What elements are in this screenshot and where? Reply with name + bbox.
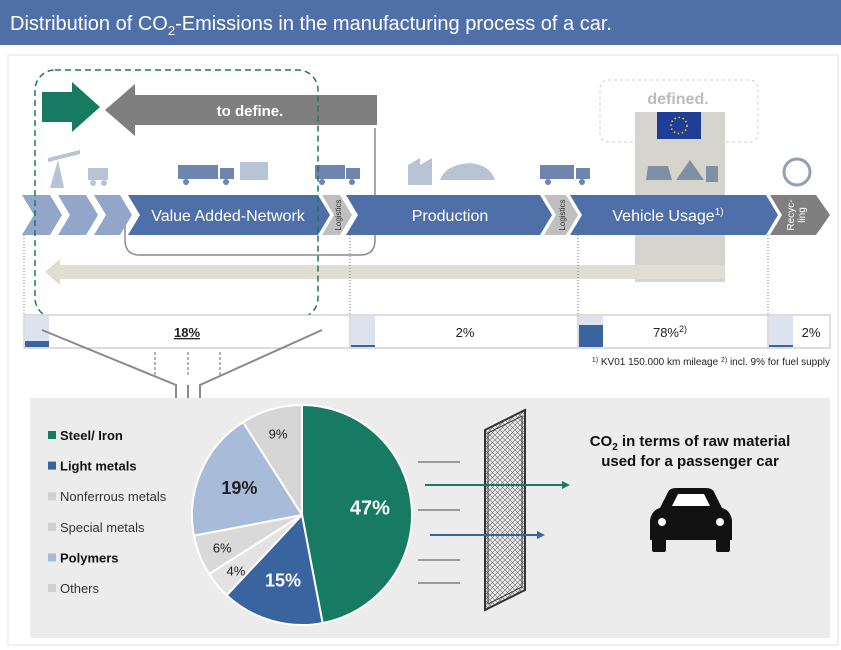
legend-label: Light metals	[60, 459, 137, 474]
filter	[485, 410, 525, 610]
stage-note: 1)	[715, 207, 724, 218]
stage-label: Production	[412, 208, 489, 225]
legend-label: Steel/ Iron	[60, 428, 123, 443]
title-part: -Emissions in the manufacturing process …	[175, 13, 612, 35]
share-value: 2%	[802, 325, 821, 340]
stage-name: Vehicle Usage	[612, 208, 714, 225]
legend-swatch	[48, 553, 56, 561]
result-line: used for a passenger car	[601, 453, 779, 470]
slice-label: 6%	[213, 541, 232, 556]
return-arrow	[45, 259, 725, 285]
legend-swatch	[48, 584, 56, 592]
stage-line: ling	[797, 207, 808, 223]
legend-label: Special metals	[60, 520, 145, 535]
title-sub: 2	[168, 23, 175, 38]
slice-label: 9%	[269, 427, 288, 442]
green-arrow	[42, 82, 100, 132]
page: Distribution of CO2-Emissions in the man…	[0, 0, 841, 650]
slice-label: 15%	[265, 570, 301, 590]
result-text: CO	[590, 433, 613, 450]
share-row	[24, 315, 830, 348]
bracket	[125, 128, 375, 255]
legend-label: Nonferrous metals	[60, 489, 167, 504]
footnote: 1) KV01 150.000 km mileage 2) incl. 9% f…	[592, 357, 830, 368]
stage-label: Logistics	[334, 199, 343, 230]
legend-swatch	[48, 523, 56, 531]
stage-label: Logistics	[558, 199, 567, 230]
legend-label: Polymers	[60, 550, 119, 565]
share-text: 78%	[653, 325, 679, 340]
legend-swatch	[48, 462, 56, 470]
legend-swatch	[48, 492, 56, 500]
slice-label: 47%	[350, 498, 390, 520]
title-part: Distribution of CO	[10, 13, 168, 35]
share-value: 18%	[174, 325, 200, 340]
defined-label: defined.	[647, 91, 708, 108]
stage-label: Value Added-Network	[151, 208, 306, 225]
slice-label: 19%	[221, 478, 257, 498]
slice-label: 4%	[226, 564, 245, 579]
share-note: 2)	[679, 324, 687, 334]
share-value: 2%	[456, 325, 475, 340]
stage-label: Vehicle Usage1)	[612, 207, 723, 225]
legend-label: Others	[60, 581, 100, 596]
title: Distribution of CO2-Emissions in the man…	[10, 13, 612, 38]
stage-line: Recyc-	[786, 199, 797, 230]
eu-flag	[657, 112, 701, 139]
footnote-text: KV01 150.000 km mileage	[598, 357, 721, 368]
footnote-text: incl. 9% for fuel supply	[727, 357, 830, 368]
define-label: to define.	[217, 103, 284, 120]
legend-swatch	[48, 431, 56, 439]
result-text: in terms of raw material	[618, 433, 791, 450]
